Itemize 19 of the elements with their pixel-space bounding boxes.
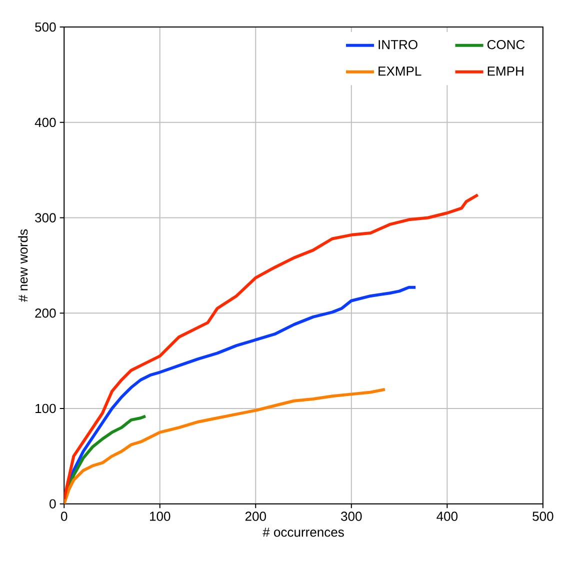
x-tick-label: 400 [436,512,458,521]
legend-label: EXMPL [378,66,422,76]
y-tick-label: 400 [34,118,56,128]
x-tick-label: 300 [341,512,362,521]
legend-label: EMPH [488,66,524,76]
x-tick-label: 200 [245,512,266,521]
y-tick-label: 100 [36,404,56,414]
line-series [64,388,386,504]
legend-label: INTRO [378,40,418,50]
legend-label: CONC [487,40,525,50]
y-tick-label: 0 [50,499,56,508]
y-axis-title: # new words [18,229,28,302]
y-tick-label: 300 [35,213,56,222]
x-tick-label: 100 [150,512,170,521]
x-axis-title: # occurrences [262,528,344,537]
x-tick-label: 500 [532,512,554,521]
y-tick-label: 200 [35,308,56,318]
y-tick-label: 500 [35,22,56,32]
x-tick-label: 0 [60,512,68,521]
